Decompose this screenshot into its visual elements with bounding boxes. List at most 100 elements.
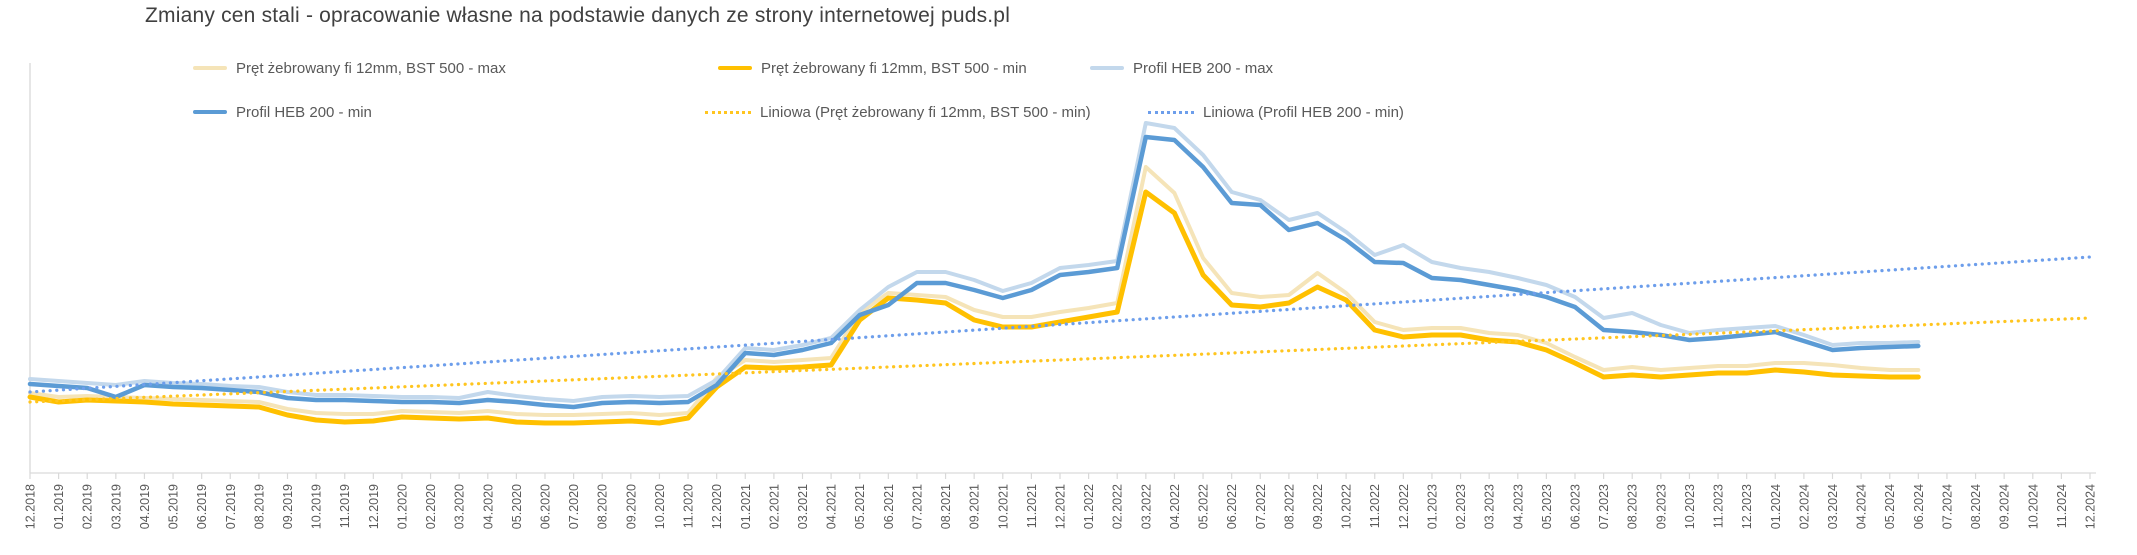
x-axis-label: 10.2019	[310, 484, 324, 529]
x-axis-label: 12.2018	[24, 484, 38, 529]
x-axis-label: 12.2023	[1740, 484, 1754, 529]
x-axis-label: 04.2022	[1168, 484, 1182, 529]
x-axis-label: 05.2023	[1540, 484, 1554, 529]
legend-label: Profil HEB 200 - max	[1133, 59, 1274, 77]
series-profil-heb-max	[28, 121, 1921, 403]
x-axis-label: 09.2021	[968, 484, 982, 529]
legend-label: Liniowa (Profil HEB 200 - min)	[1203, 103, 1404, 121]
x-axis-label: 09.2019	[281, 484, 295, 529]
legend-item-trend-pret-min: Liniowa (Pręt żebrowany fi 12mm, BST 500…	[705, 103, 1091, 121]
legend-label: Profil HEB 200 - min	[236, 103, 372, 121]
x-axis-label: 11.2019	[338, 484, 352, 528]
x-axis-label: 01.2024	[1769, 484, 1783, 529]
x-axis-label: 02.2023	[1454, 484, 1468, 529]
x-axis-label: 04.2023	[1511, 484, 1525, 529]
dotted-line-swatch-icon	[705, 110, 751, 114]
x-axis-label: 09.2024	[1998, 484, 2012, 529]
x-axis-label: 07.2024	[1940, 484, 1954, 529]
x-axis-label: 10.2023	[1683, 484, 1697, 529]
legend-label: Pręt żebrowany fi 12mm, BST 500 - max	[236, 59, 506, 77]
x-axis-label: 03.2020	[453, 484, 467, 529]
dotted-line-swatch-icon	[1148, 110, 1194, 114]
x-axis-label: 01.2022	[1082, 484, 1096, 529]
x-axis-label: 08.2024	[1969, 484, 1983, 529]
x-axis-label: 01.2021	[739, 484, 753, 529]
legend-item-heb-max: Profil HEB 200 - max	[1090, 59, 1273, 77]
x-axis-label: 04.2020	[481, 484, 495, 529]
x-axis-label: 01.2019	[52, 484, 66, 529]
x-axis-label: 06.2023	[1569, 484, 1583, 529]
x-axis-label: 11.2020	[682, 484, 696, 528]
x-axis-label: 01.2020	[395, 484, 409, 529]
x-axis-label: 06.2020	[539, 484, 553, 529]
x-axis-label: 05.2022	[1197, 484, 1211, 529]
line-swatch-icon	[193, 110, 227, 114]
series-pret-zebrowany-max	[28, 165, 1921, 417]
x-axis-label: 09.2022	[1311, 484, 1325, 529]
legend-item-heb-min: Profil HEB 200 - min	[193, 103, 372, 121]
x-axis-label: 07.2022	[1254, 484, 1268, 529]
line-swatch-icon	[1090, 66, 1124, 70]
legend-item-pret-min: Pręt żebrowany fi 12mm, BST 500 - min	[718, 59, 1027, 77]
x-axis-label: 08.2021	[939, 484, 953, 529]
x-axis-label: 08.2023	[1626, 484, 1640, 529]
x-axis-label: 12.2020	[710, 484, 724, 529]
x-axis-label: 12.2021	[1054, 484, 1068, 529]
x-axis-label: 10.2024	[2026, 484, 2040, 529]
x-axis-label: 02.2024	[1797, 484, 1811, 529]
x-axis-label: 10.2022	[1340, 484, 1354, 529]
x-axis-label: 10.2020	[653, 484, 667, 529]
legend-item-pret-max: Pręt żebrowany fi 12mm, BST 500 - max	[193, 59, 506, 77]
legend-label: Liniowa (Pręt żebrowany fi 12mm, BST 500…	[760, 103, 1091, 121]
x-axis-label: 02.2022	[1111, 484, 1125, 529]
x-axis-label: 06.2021	[882, 484, 896, 529]
x-axis-label: 07.2023	[1597, 484, 1611, 529]
x-axis-label: 11.2022	[1368, 484, 1382, 528]
x-axis-label: 08.2019	[252, 484, 266, 529]
line-swatch-icon	[193, 66, 227, 70]
x-axis-label: 08.2022	[1282, 484, 1296, 529]
x-axis-label: 03.2024	[1826, 484, 1840, 529]
line-swatch-icon	[718, 66, 752, 70]
x-axis-label: 05.2020	[510, 484, 524, 529]
series-profil-heb-min	[27, 134, 1921, 410]
x-axis-label: 07.2021	[910, 484, 924, 529]
x-axis-label: 06.2022	[1225, 484, 1239, 529]
x-axis-label: 02.2019	[81, 484, 95, 529]
series-pret-zebrowany-min	[27, 189, 1921, 426]
x-axis-label: 11.2021	[1025, 484, 1039, 528]
x-axis-label: 03.2023	[1483, 484, 1497, 529]
x-axis-label: 07.2020	[567, 484, 581, 529]
x-axis-label: 04.2021	[825, 484, 839, 529]
x-axis-label: 06.2024	[1912, 484, 1926, 529]
x-axis-label: 06.2019	[195, 484, 209, 529]
x-axis-label: 02.2020	[424, 484, 438, 529]
trendline-liniowa-heb-min	[28, 255, 2092, 394]
x-axis-label: 03.2019	[109, 484, 123, 529]
x-axis-label: 07.2019	[224, 484, 238, 529]
legend-label: Pręt żebrowany fi 12mm, BST 500 - min	[761, 59, 1027, 77]
x-axis-label: 12.2022	[1397, 484, 1411, 529]
x-axis-label: 12.2024	[2084, 484, 2098, 529]
x-axis-label: 05.2021	[853, 484, 867, 529]
x-axis-label: 02.2021	[767, 484, 781, 529]
x-axis-label: 09.2023	[1654, 484, 1668, 529]
x-axis-label: 05.2019	[167, 484, 181, 529]
x-axis-label: 11.2023	[1712, 484, 1726, 528]
x-axis-label: 11.2024	[2055, 484, 2069, 528]
x-axis-label: 10.2021	[996, 484, 1010, 529]
x-axis-label: 09.2020	[624, 484, 638, 529]
x-axis-label: 01.2023	[1425, 484, 1439, 529]
x-axis-label: 03.2022	[1139, 484, 1153, 529]
legend-item-trend-heb-min: Liniowa (Profil HEB 200 - min)	[1148, 103, 1404, 121]
x-axis-label: 12.2019	[367, 484, 381, 529]
x-axis-label: 05.2024	[1883, 484, 1897, 529]
trendline-liniowa-pret-min	[28, 316, 2092, 404]
x-axis-label: 08.2020	[596, 484, 610, 529]
x-axis-label: 04.2019	[138, 484, 152, 529]
x-axis-label: 04.2024	[1855, 484, 1869, 529]
x-axis-label: 03.2021	[796, 484, 810, 529]
chart-title: Zmiany cen stali - opracowanie własne na…	[145, 4, 1011, 27]
